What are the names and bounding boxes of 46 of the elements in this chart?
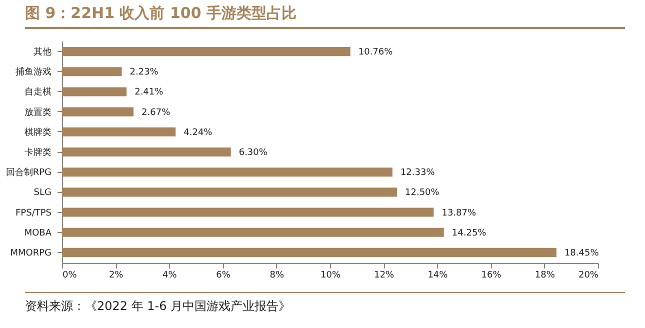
x-tick-label: 8% [270,270,284,280]
y-tick-label: 回合制RPG [6,167,52,178]
data-label: 13.87% [442,208,476,218]
bar [62,188,397,197]
x-tick-label: 14% [428,270,448,280]
bar [62,127,176,136]
y-tick-label: MOBA [24,228,52,238]
y-tick-label: 卡牌类 [24,147,52,158]
x-tick-label: 18% [534,270,556,280]
data-label: 18.45% [564,248,600,258]
data-label: 12.33% [400,168,436,178]
data-label: 12.50% [405,188,440,198]
bar [62,67,122,76]
bar [62,228,444,237]
data-label: 4.24% [184,128,213,138]
y-tick-label: 捕鱼游戏 [16,66,52,78]
bar [62,147,231,157]
bar [62,107,134,116]
data-label: 2.67% [142,108,171,118]
bar [62,248,556,257]
data-label: 10.76% [358,48,394,58]
x-tick-label: 16% [481,270,502,280]
y-tick-label: MMORPG [10,248,52,258]
y-tick-label: 其他 [34,46,52,58]
data-label: 2.41% [134,88,164,98]
bar [62,87,127,96]
x-tick-label: 6% [216,270,231,280]
bar [62,168,392,177]
y-tick-label: 放置类 [24,106,52,118]
y-tick-label: 棋牌类 [24,126,52,138]
x-tick-label: 20% [578,270,599,280]
bar [62,47,350,56]
chart-title: 图 9：22H1 收入前 100 手游类型占比 [25,4,625,29]
x-tick-label: 2% [108,270,124,280]
bar [62,208,434,217]
data-label: 2.23% [130,68,159,78]
y-tick-label: SLG [34,188,52,198]
y-tick-label: FPS/TPS [16,208,52,218]
x-tick-label: 10% [320,270,341,280]
x-tick-label: 12% [374,270,395,280]
text: 资料来源：《2022 年 1-6 月中国游戏产业报告》 [25,292,625,315]
x-tick-label: 0% [62,270,78,280]
y-tick-label: 自走棋 [24,86,52,98]
data-label: 14.25% [452,228,487,238]
x-tick-label: 4% [162,270,178,280]
data-label: 6.30% [238,148,268,158]
